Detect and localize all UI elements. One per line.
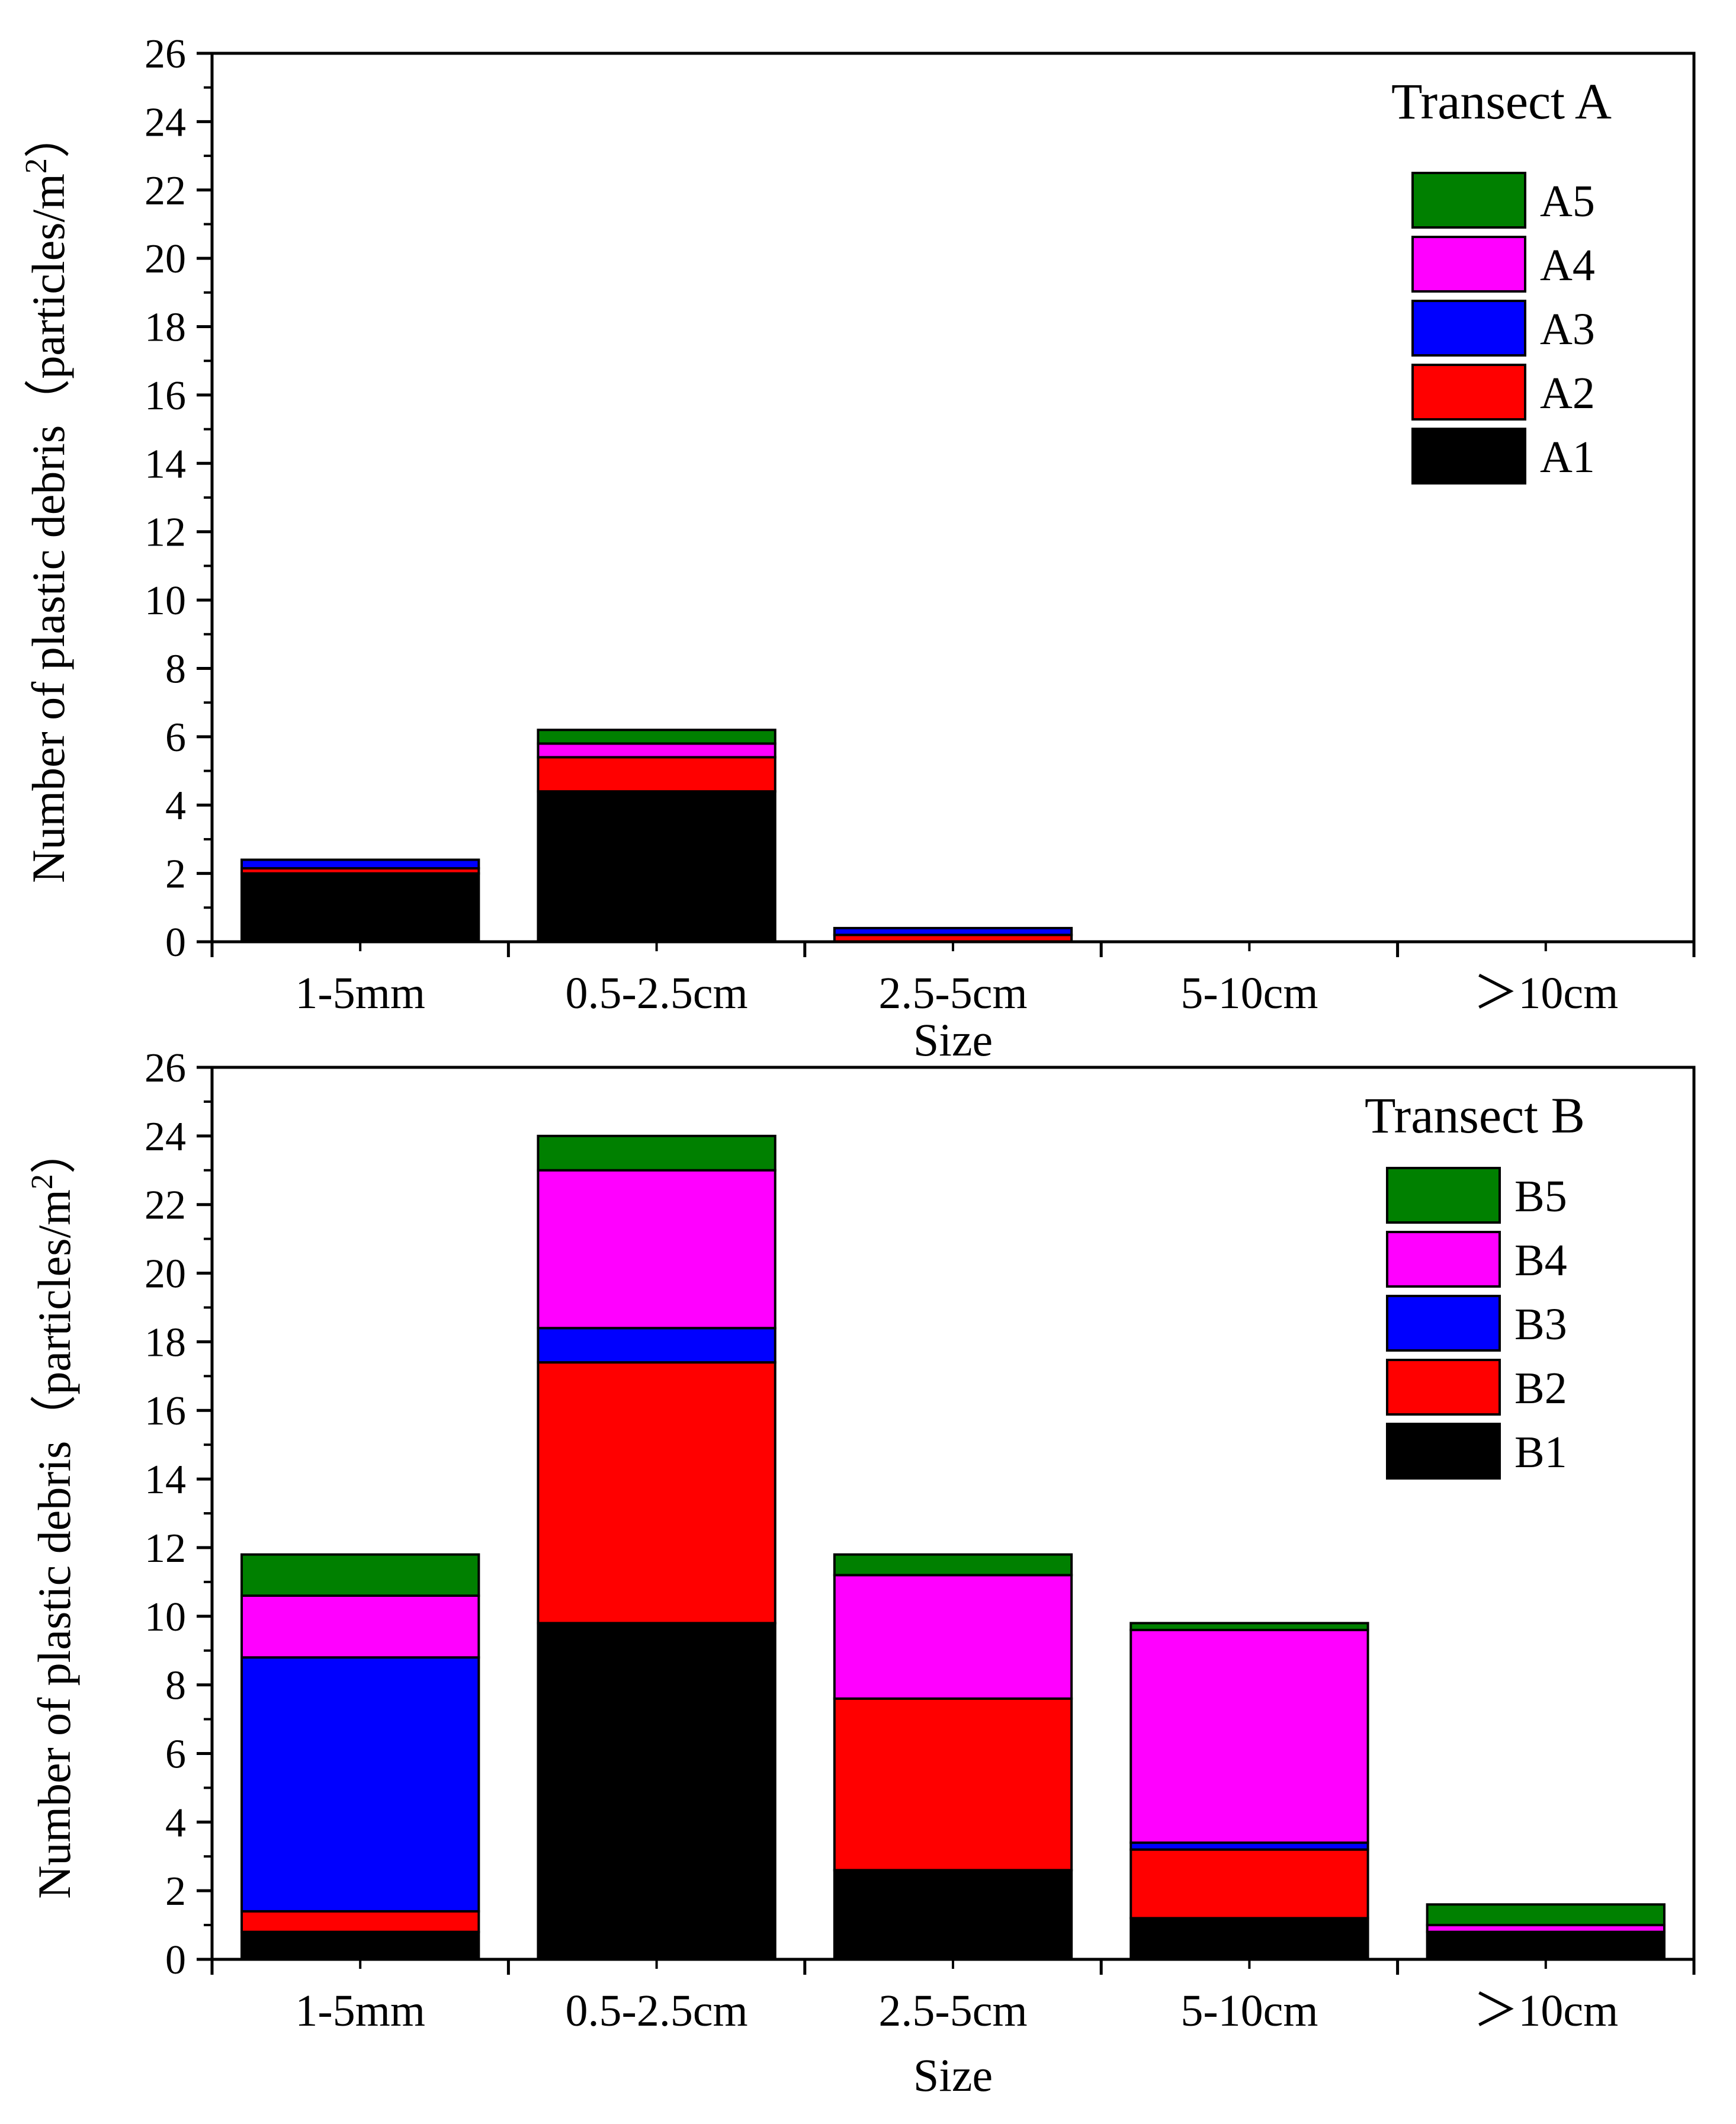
transect-a-category-label: 1-5mm xyxy=(295,968,425,1018)
transect-b-y-tick-label: 14 xyxy=(145,1457,186,1503)
transect-a-legend-swatch-a5 xyxy=(1411,172,1526,229)
transect-b-y-tick-label: 22 xyxy=(145,1183,186,1228)
transect-b-bar-b5-3 xyxy=(1129,1622,1369,1631)
transect-a-category-label: 0.5-2.5cm xyxy=(566,968,748,1018)
transect-b-y-tick-label: 6 xyxy=(165,1731,186,1777)
transect-b-bar-b5-1 xyxy=(537,1134,776,1172)
transect-a-bar-a3-0 xyxy=(240,858,480,870)
transect-a-legend-label-a1: A1 xyxy=(1540,432,1595,482)
transect-a-legend-title: Transect A xyxy=(1391,73,1612,130)
transect-b-bar-b3-0 xyxy=(240,1656,480,1913)
transect-a-bar-a2-1 xyxy=(537,756,776,793)
transect-a-legend-swatch-a2 xyxy=(1411,364,1526,421)
transect-b-y-tick-label: 4 xyxy=(165,1800,186,1846)
transect-a-bar-a5-1 xyxy=(537,729,776,745)
transect-a-legend-swatch-a3 xyxy=(1411,300,1526,357)
transect-a-legend-label-a5: A5 xyxy=(1540,177,1595,226)
transect-b-bar-b2-3 xyxy=(1129,1848,1369,1920)
transect-b-y-tick-label: 2 xyxy=(165,1869,186,1914)
transect-a-y-axis-title: Number of plastic debris（particles/m2） xyxy=(20,112,74,883)
transect-a-y-tick-label: 18 xyxy=(145,305,186,351)
transect-a-category-label: 5-10cm xyxy=(1180,968,1318,1018)
transect-a-y-tick-label: 16 xyxy=(145,373,186,419)
transect-a-y-tick-label: 4 xyxy=(165,783,186,829)
transect-b-bar-b4-0 xyxy=(240,1594,480,1659)
transect-a-y-tick-label: 22 xyxy=(145,168,186,214)
transect-a-legend-swatch-a1 xyxy=(1411,428,1526,485)
transect-a-legend-swatch-a4 xyxy=(1411,236,1526,293)
transect-b-legend-swatch-b3 xyxy=(1386,1295,1501,1352)
transect-b-legend-label-b3: B3 xyxy=(1514,1300,1567,1349)
transect-b-y-tick-label: 10 xyxy=(145,1594,186,1640)
transect-b-category-label: 0.5-2.5cm xyxy=(566,1986,748,2036)
transect-a-legend-label-a2: A2 xyxy=(1540,368,1595,418)
transect-b-bar-b5-0 xyxy=(240,1553,480,1597)
transect-b-bar-b2-0 xyxy=(240,1910,480,1933)
transect-b-y-tick-label: 16 xyxy=(145,1388,186,1434)
transect-b-y-tick-label: 26 xyxy=(145,1045,186,1091)
transect-b-bar-b3-1 xyxy=(537,1327,776,1364)
transect-a-legend-label-a4: A4 xyxy=(1540,240,1595,290)
transect-b-legend-label-b5: B5 xyxy=(1514,1172,1567,1221)
transect-a-bar-a4-1 xyxy=(537,742,776,759)
transect-a-y-tick-label: 10 xyxy=(145,578,186,624)
transect-b-x-axis-title: Size xyxy=(913,2049,993,2101)
transect-b-category-label: 5-10cm xyxy=(1180,1986,1318,2036)
transect-a-bar-a1-1 xyxy=(537,790,776,943)
transect-a-category-label: ＞10cm xyxy=(1473,968,1618,1018)
transect-a-x-axis-title: Size xyxy=(913,1014,993,1066)
transect-b-category-label: 2.5-5cm xyxy=(878,1986,1027,2036)
transect-b-bar-b1-2 xyxy=(833,1869,1073,1961)
transect-a-legend-label-a3: A3 xyxy=(1540,304,1595,354)
transect-a-y-tick-label: 8 xyxy=(165,646,186,692)
transect-a-y-tick-label: 14 xyxy=(145,441,186,487)
transect-b-y-tick-label: 0 xyxy=(165,1937,186,1983)
transect-b-bar-b1-4 xyxy=(1426,1930,1666,1961)
transect-b-legend-label-b4: B4 xyxy=(1514,1236,1567,1285)
transect-b-legend-label-b1: B1 xyxy=(1514,1427,1567,1477)
transect-b-bar-b4-3 xyxy=(1129,1628,1369,1844)
transect-b-y-tick-label: 18 xyxy=(145,1320,186,1365)
transect-b-bar-b1-1 xyxy=(537,1622,776,1961)
transect-a-bar-a3-2 xyxy=(833,926,1073,936)
transect-b-category-label: 1-5mm xyxy=(295,1986,425,2036)
transect-b-legend-title: Transect B xyxy=(1365,1087,1585,1144)
transect-b-bar-b4-1 xyxy=(537,1169,776,1330)
transect-b-legend-swatch-b2 xyxy=(1386,1359,1501,1416)
transect-b-bar-b2-2 xyxy=(833,1697,1073,1872)
transect-a-y-tick-label: 6 xyxy=(165,715,186,761)
transect-b-bar-b4-2 xyxy=(833,1574,1073,1700)
transect-a-bar-a1-0 xyxy=(240,872,480,943)
transect-a-y-tick-label: 24 xyxy=(145,100,186,145)
transect-a-category-label: 2.5-5cm xyxy=(878,968,1027,1018)
transect-a-y-tick-label: 20 xyxy=(145,236,186,282)
transect-b-y-tick-label: 8 xyxy=(165,1663,186,1709)
transect-a-y-tick-label: 2 xyxy=(165,852,186,897)
transect-b-y-tick-label: 24 xyxy=(145,1114,186,1160)
transect-b-bar-b5-4 xyxy=(1426,1903,1666,1927)
transect-a-y-tick-label: 26 xyxy=(145,31,186,77)
transect-b-y-tick-label: 12 xyxy=(145,1526,186,1571)
transect-b-legend-swatch-b4 xyxy=(1386,1231,1501,1288)
transect-b-legend-swatch-b5 xyxy=(1386,1167,1501,1224)
transect-b-bar-b1-0 xyxy=(240,1930,480,1961)
transect-b-bar-b5-2 xyxy=(833,1553,1073,1577)
transect-b-y-tick-label: 20 xyxy=(145,1252,186,1297)
transect-b-bar-b2-1 xyxy=(537,1361,776,1625)
transect-a-y-tick-label: 12 xyxy=(145,510,186,556)
transect-a-y-tick-label: 0 xyxy=(165,920,186,965)
transect-b-y-axis-title: Number of plastic debris（particles/m2） xyxy=(25,1128,80,1899)
transect-b-category-label: ＞10cm xyxy=(1473,1986,1618,2036)
transect-b-legend-swatch-b1 xyxy=(1386,1423,1501,1480)
transect-b-legend-label-b2: B2 xyxy=(1514,1363,1567,1413)
transect-b-bar-b1-3 xyxy=(1129,1917,1369,1961)
